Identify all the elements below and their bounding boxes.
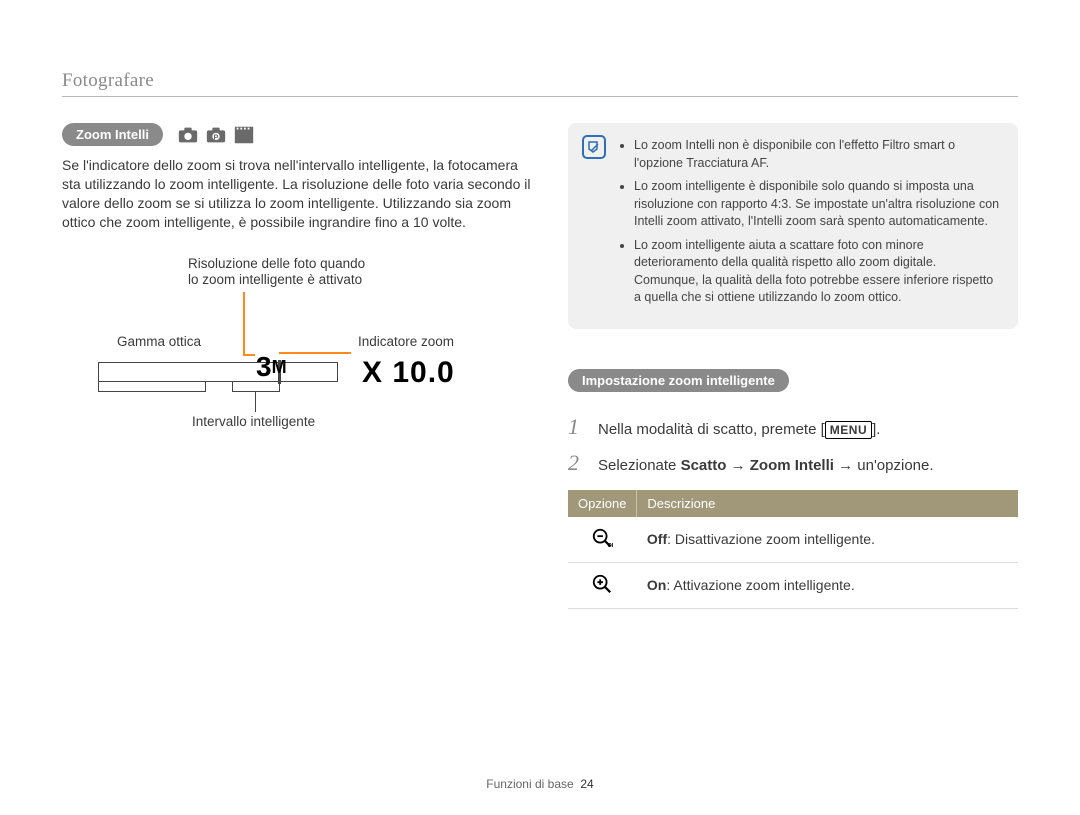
page-footer: Funzioni di base 24 [0, 777, 1080, 791]
table-header-option: Opzione [568, 490, 637, 517]
pill-zoom-intelli: Zoom Intelli [62, 123, 163, 146]
note-item: Lo zoom intelligente aiuta a scattare fo… [634, 237, 1000, 307]
zoom-bar [98, 362, 338, 382]
camera-p-icon: P [205, 125, 227, 145]
step-number: 1 [568, 414, 586, 440]
note-icon [582, 135, 606, 159]
section-setting-heading: Impostazione zoom intelligente [568, 369, 1018, 392]
content-columns: Zoom Intelli P Se l'indicatore dello zoo… [62, 123, 1018, 609]
footer-page: 24 [580, 777, 593, 791]
mode-icons-group: P [177, 125, 255, 145]
step-1: 1 Nella modalità di scatto, premete [MEN… [568, 414, 1018, 440]
callout-line [279, 352, 351, 354]
resolution-badge: 3M [256, 351, 287, 383]
callout-line [243, 354, 255, 356]
note-list: Lo zoom Intelli non è disponibile con l'… [620, 137, 1000, 307]
steps-list: 1 Nella modalità di scatto, premete [MEN… [568, 414, 1018, 476]
resolution-unit: M [272, 357, 287, 377]
column-left: Zoom Intelli P Se l'indicatore dello zoo… [62, 123, 532, 609]
label-resolution: Risoluzione delle foto quando lo zoom in… [188, 256, 365, 290]
step-text: Selezionate Scatto → Zoom Intelli → un'o… [598, 457, 934, 474]
table-header-desc: Descrizione [637, 490, 1018, 517]
step-number: 2 [568, 450, 586, 476]
option-icon-cell: OFF [568, 517, 637, 563]
step-2: 2 Selezionate Scatto → Zoom Intelli → un… [568, 450, 1018, 476]
zoom-value: X 10.0 [362, 356, 455, 390]
zoom-intelli-body: Se l'indicatore dello zoom si trova nell… [62, 156, 532, 232]
table-row: On: Attivazione zoom intelligente. [568, 562, 1018, 608]
label-optical-range: Gamma ottica [117, 334, 201, 351]
note-box: Lo zoom Intelli non è disponibile con l'… [568, 123, 1018, 329]
svg-text:P: P [214, 132, 219, 141]
step-text: Nella modalità di scatto, premete [MENU]… [598, 421, 880, 439]
bracket-leader [255, 392, 256, 412]
menu-button-label: MENU [825, 421, 872, 439]
zoom-on-icon [591, 573, 613, 595]
option-desc-cell: On: Attivazione zoom intelligente. [637, 562, 1018, 608]
scene-icon [233, 125, 255, 145]
option-desc-cell: Off: Disattivazione zoom intelligente. [637, 517, 1018, 563]
label-smart-range: Intervallo intelligente [192, 414, 315, 431]
page-header: Fotografare [62, 70, 1018, 97]
note-item: Lo zoom intelligente è disponibile solo … [634, 178, 1000, 231]
pill-setting: Impostazione zoom intelligente [568, 369, 789, 392]
resolution-value: 3 [256, 351, 272, 382]
svg-text:OFF: OFF [608, 543, 614, 549]
zoom-diagram: Risoluzione delle foto quando lo zoom in… [62, 256, 532, 456]
zoom-range-bracket [98, 382, 206, 392]
smart-range-bracket [232, 382, 280, 392]
callout-line [243, 292, 245, 354]
option-icon-cell [568, 562, 637, 608]
column-right: Lo zoom Intelli non è disponibile con l'… [568, 123, 1018, 609]
zoom-off-icon: OFF [591, 527, 613, 549]
table-row: OFF Off: Disattivazione zoom intelligent… [568, 517, 1018, 563]
note-item: Lo zoom Intelli non è disponibile con l'… [634, 137, 1000, 172]
footer-section: Funzioni di base [486, 777, 573, 791]
camera-smart-icon [177, 125, 199, 145]
options-table: Opzione Descrizione OFF Off: Disattivazi… [568, 490, 1018, 609]
section-zoom-intelli-heading: Zoom Intelli P [62, 123, 532, 146]
label-zoom-indicator: Indicatore zoom [358, 334, 454, 351]
